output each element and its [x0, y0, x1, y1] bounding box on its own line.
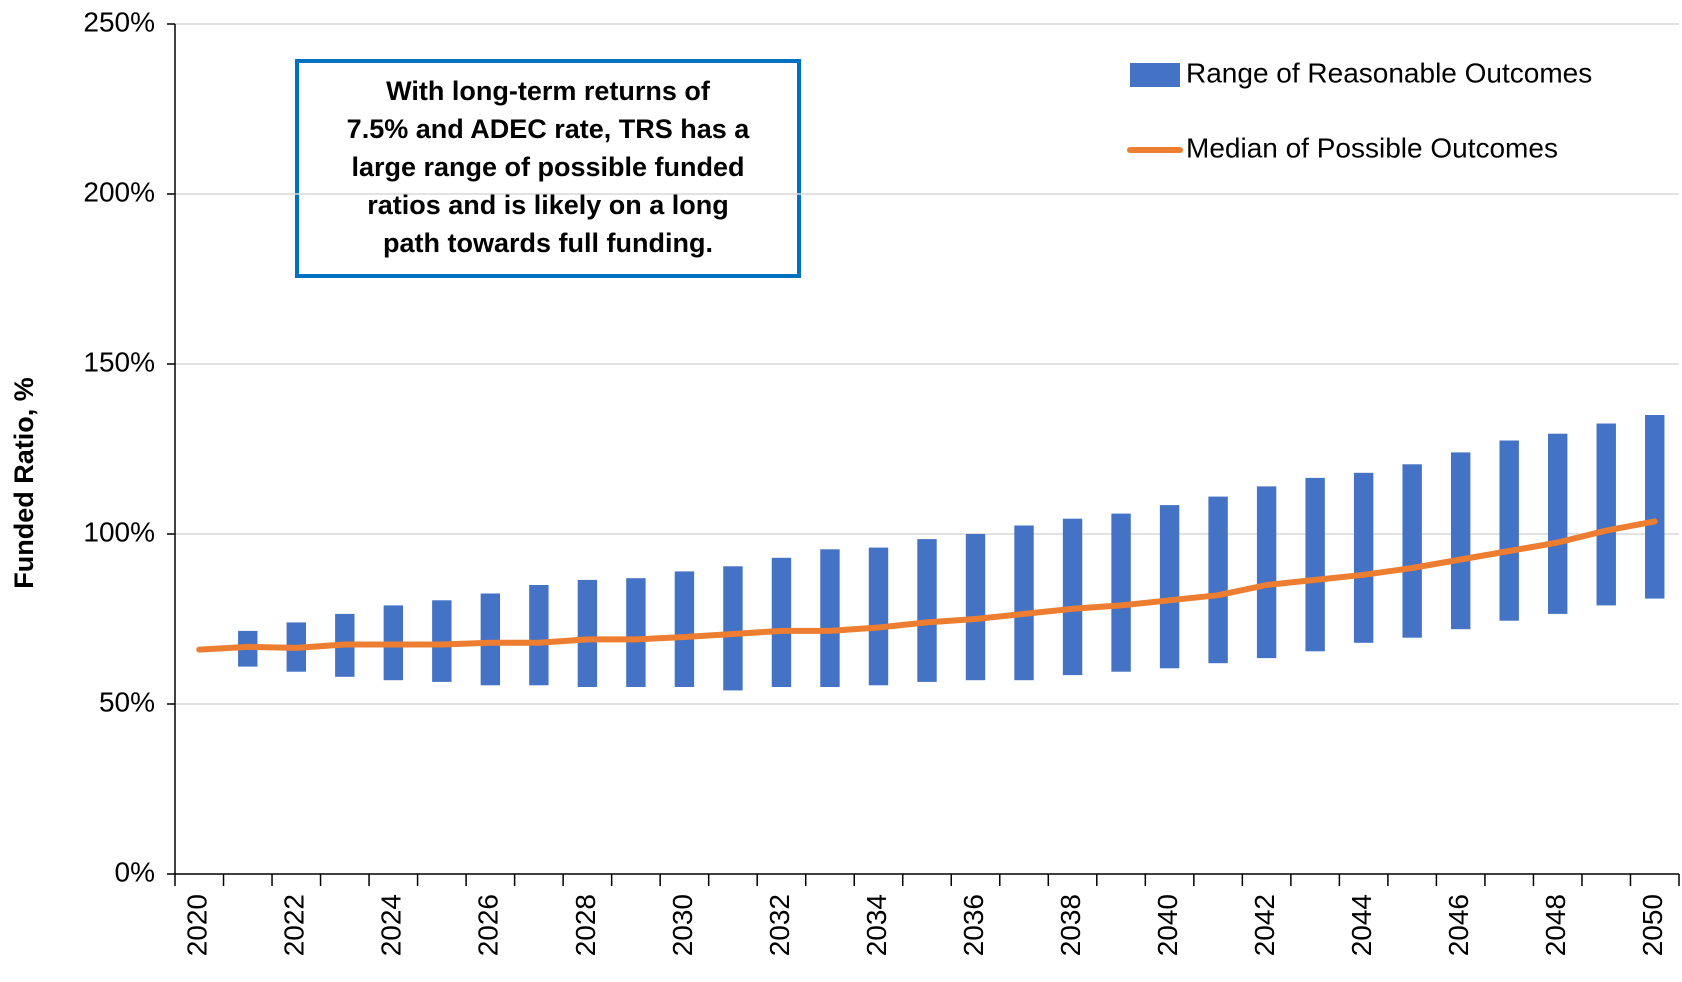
range-bar [1450, 452, 1471, 630]
range-bar [529, 585, 549, 686]
range-bar [577, 579, 598, 687]
range-bar [868, 547, 889, 686]
legend-label: Range of Reasonable Outcomes [1186, 57, 1592, 88]
legend-label: Median of Possible Outcomes [1186, 132, 1558, 163]
y-axis-label: Funded Ratio, % [9, 377, 39, 589]
range-bar [1159, 505, 1180, 669]
x-tick-label: 2044 [1346, 894, 1377, 956]
range-bar [771, 557, 792, 687]
x-tick-label: 2034 [861, 894, 892, 956]
annotation-box [295, 59, 801, 278]
x-tick-label: 2042 [1249, 894, 1280, 956]
range-bar [1208, 496, 1228, 664]
x-tick-label: 2020 [182, 894, 213, 956]
range-bar [965, 534, 986, 681]
annotation-line: path towards full funding. [383, 228, 713, 258]
legend-swatch [1130, 63, 1180, 87]
range-bar [1645, 415, 1665, 599]
range-bar [1305, 477, 1325, 652]
x-tick-label: 2036 [958, 894, 989, 956]
y-tick-label: 200% [83, 176, 155, 207]
range-bar [626, 578, 646, 687]
range-bar [432, 600, 452, 682]
y-tick-label: 0% [115, 856, 155, 887]
range-bar [1402, 464, 1422, 638]
range-bar [1111, 513, 1131, 672]
range-bar [480, 593, 501, 686]
x-tick-label: 2048 [1540, 894, 1571, 956]
y-tick-label: 150% [83, 346, 155, 377]
x-tick-label: 2026 [473, 894, 504, 956]
annotation-line: large range of possible funded [351, 152, 744, 182]
range-bar [1014, 525, 1034, 681]
x-tick-label: 2040 [1152, 894, 1183, 956]
y-tick-label: 250% [83, 6, 155, 37]
annotation-line: With long-term returns of [386, 76, 711, 106]
x-tick-label: 2050 [1637, 894, 1668, 956]
range-bar [820, 549, 840, 687]
y-tick-label: 100% [83, 516, 155, 547]
x-tick-label: 2028 [570, 894, 601, 956]
y-tick-label: 50% [99, 686, 155, 717]
range-bar [723, 566, 743, 691]
range-bar [1256, 486, 1277, 659]
x-tick-label: 2032 [764, 894, 795, 956]
x-tick-label: 2038 [1055, 894, 1086, 956]
range-bar [674, 571, 695, 687]
range-bar [1353, 472, 1374, 643]
range-bar [1548, 433, 1568, 614]
x-tick-label: 2030 [667, 894, 698, 956]
annotation-line: ratios and is likely on a long [367, 190, 729, 220]
x-tick-label: 2046 [1443, 894, 1474, 956]
range-bar [1499, 440, 1519, 621]
annotation-line: 7.5% and ADEC rate, TRS has a [347, 114, 751, 144]
range-bar [1596, 423, 1616, 606]
median-line [196, 518, 1658, 653]
range-bar [1062, 518, 1083, 676]
range-bar [917, 539, 937, 682]
x-tick-label: 2024 [376, 894, 407, 956]
x-tick-label: 2022 [279, 894, 310, 956]
